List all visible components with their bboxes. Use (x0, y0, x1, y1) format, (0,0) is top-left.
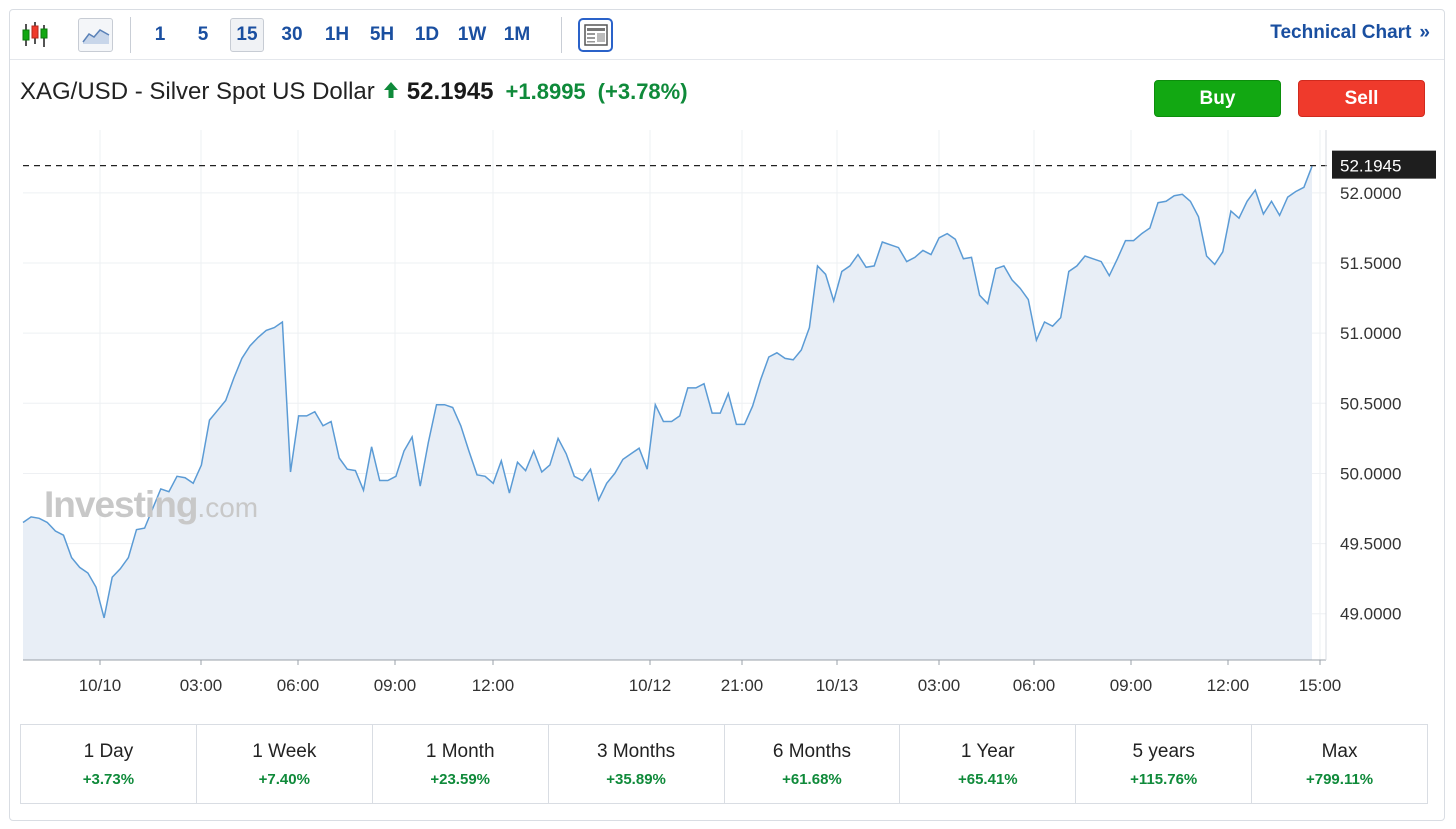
interval-1w[interactable]: 1W (457, 24, 487, 45)
x-tick-label: 10/13 (816, 676, 859, 695)
chart-widget: 1 5 15 30 1H 5H 1D 1W 1M Technical Chart… (9, 9, 1445, 821)
instrument-name: XAG/USD - Silver Spot US Dollar (20, 78, 375, 105)
toolbar-divider (130, 17, 131, 53)
perf-value: +35.89% (606, 770, 666, 788)
price-change: +1.8995 (505, 79, 586, 104)
perf-value: +7.40% (258, 770, 310, 788)
interval-1d[interactable]: 1D (414, 24, 440, 45)
perf-label: 1 Year (960, 740, 1015, 762)
perf-value: +65.41% (957, 770, 1018, 788)
watermark-logo: Investing.com (44, 484, 258, 526)
perf-value: +23.59% (430, 770, 490, 788)
x-tick-label: 10/10 (79, 676, 122, 695)
x-tick-label: 12:00 (1207, 676, 1250, 695)
price-line (22, 166, 1313, 619)
price-change-percent: (+3.78%) (597, 79, 688, 104)
y-tick-label: 51.0000 (1340, 324, 1401, 343)
instrument-header: XAG/USD - Silver Spot US Dollar 52.1945 … (20, 78, 688, 106)
x-tick-label: 10/12 (629, 676, 672, 695)
perf-1-day[interactable]: 1 Day +3.73% (21, 725, 197, 803)
interval-5h[interactable]: 5H (369, 24, 395, 45)
price-area (23, 166, 1312, 661)
x-tick-label: 06:00 (277, 676, 320, 695)
perf-label: Max (1321, 740, 1358, 762)
perf-5-years[interactable]: 5 years +115.76% (1076, 725, 1253, 803)
area-chart-icon[interactable] (78, 18, 113, 52)
candlestick-icon[interactable] (18, 18, 52, 52)
toolbar-divider (561, 17, 562, 53)
perf-label: 5 years (1132, 740, 1195, 762)
perf-1-year[interactable]: 1 Year +65.41% (900, 725, 1077, 803)
double-chevron-right-icon: » (1419, 22, 1430, 43)
perf-max[interactable]: Max +799.11% (1252, 725, 1427, 803)
y-tick-label: 51.5000 (1340, 254, 1401, 273)
perf-value: +799.11% (1305, 770, 1374, 788)
y-tick-label: 50.0000 (1340, 464, 1401, 483)
watermark-suffix: .com (197, 492, 259, 523)
performance-table: 1 Day +3.73% 1 Week +7.40% 1 Month +23.5… (20, 724, 1428, 804)
perf-1-week[interactable]: 1 Week +7.40% (197, 725, 373, 803)
perf-3-months[interactable]: 3 Months +35.89% (549, 725, 725, 803)
perf-label: 1 Month (425, 740, 495, 762)
x-tick-label: 12:00 (472, 676, 515, 695)
perf-label: 3 Months (596, 740, 676, 762)
y-tick-label: 50.5000 (1340, 394, 1401, 413)
interval-1h[interactable]: 1H (324, 24, 350, 45)
last-price: 52.1945 (406, 78, 494, 105)
interval-5[interactable]: 5 (197, 24, 209, 45)
perf-value: +115.76% (1130, 770, 1198, 788)
perf-1-month[interactable]: 1 Month +23.59% (373, 725, 549, 803)
up-arrow-icon (383, 81, 399, 105)
interval-15[interactable]: 15 (230, 18, 264, 52)
technical-chart-label: Technical Chart (1270, 22, 1412, 43)
y-tick-label: 49.5000 (1340, 535, 1401, 554)
watermark-brand: Investing (44, 484, 198, 525)
perf-label: 6 Months (772, 740, 852, 762)
x-tick-label: 03:00 (918, 676, 961, 695)
x-tick-label: 21:00 (721, 676, 764, 695)
chart-toolbar: 1 5 15 30 1H 5H 1D 1W 1M Technical Chart… (10, 10, 1444, 60)
interval-1m[interactable]: 1M (503, 24, 531, 45)
x-tick-label: 09:00 (1110, 676, 1153, 695)
x-tick-label: 03:00 (180, 676, 223, 695)
perf-value: +3.73% (82, 770, 135, 788)
x-tick-label: 15:00 (1299, 676, 1342, 695)
buy-button[interactable]: Buy (1154, 80, 1281, 117)
news-layout-icon[interactable] (578, 18, 613, 52)
perf-label: 1 Week (252, 740, 317, 762)
last-price-tag-label: 52.1945 (1340, 157, 1401, 176)
interval-30[interactable]: 30 (281, 24, 303, 45)
technical-chart-link[interactable]: Technical Chart » (1270, 22, 1430, 44)
x-tick-label: 09:00 (374, 676, 417, 695)
interval-1[interactable]: 1 (154, 24, 166, 45)
perf-label: 1 Day (83, 740, 134, 762)
interval-selector: 1 5 15 30 1H 5H 1D 1W 1M (144, 18, 534, 52)
sell-button[interactable]: Sell (1298, 80, 1425, 117)
perf-value: +61.68% (782, 770, 842, 788)
perf-6-months[interactable]: 6 Months +61.68% (725, 725, 901, 803)
last-price-tag (1332, 150, 1436, 179)
x-tick-label: 06:00 (1013, 676, 1056, 695)
y-tick-label: 52.0000 (1340, 184, 1401, 203)
y-tick-label: 49.0000 (1340, 605, 1401, 624)
price-chart: 49.0000 49.5000 50.0000 50.5000 51.0000 51.50… (22, 130, 1436, 695)
